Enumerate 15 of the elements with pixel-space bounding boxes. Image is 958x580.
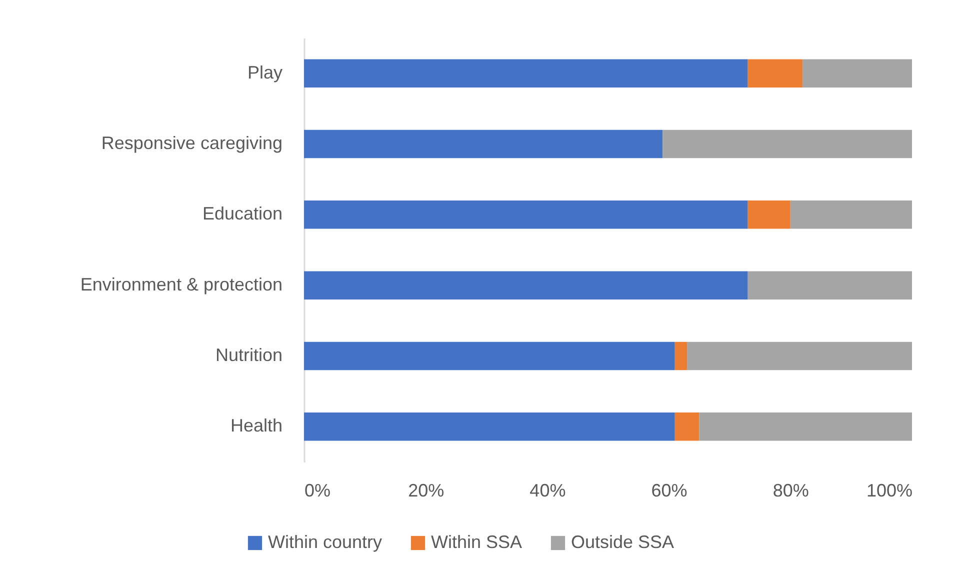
y-tick-label: Education [202, 204, 282, 224]
legend-label: Outside SSA [571, 532, 674, 552]
x-tick-label: 60% [651, 480, 688, 500]
x-tick-label: 0% [304, 480, 331, 500]
x-tick-label: 80% [772, 480, 809, 500]
x-tick-label: 20% [408, 480, 444, 500]
x-tick-label: 100% [866, 480, 912, 500]
y-tick-label: Health [230, 416, 282, 436]
y-tick-label: Responsive caregiving [101, 133, 282, 153]
x-tick-label: 40% [530, 480, 566, 500]
legend-label: Within SSA [431, 532, 522, 552]
legend-label: Within country [268, 532, 382, 552]
y-tick-label: Environment & protection [80, 274, 282, 294]
y-tick-label: Nutrition [215, 345, 282, 365]
y-tick-label: Play [247, 62, 282, 82]
